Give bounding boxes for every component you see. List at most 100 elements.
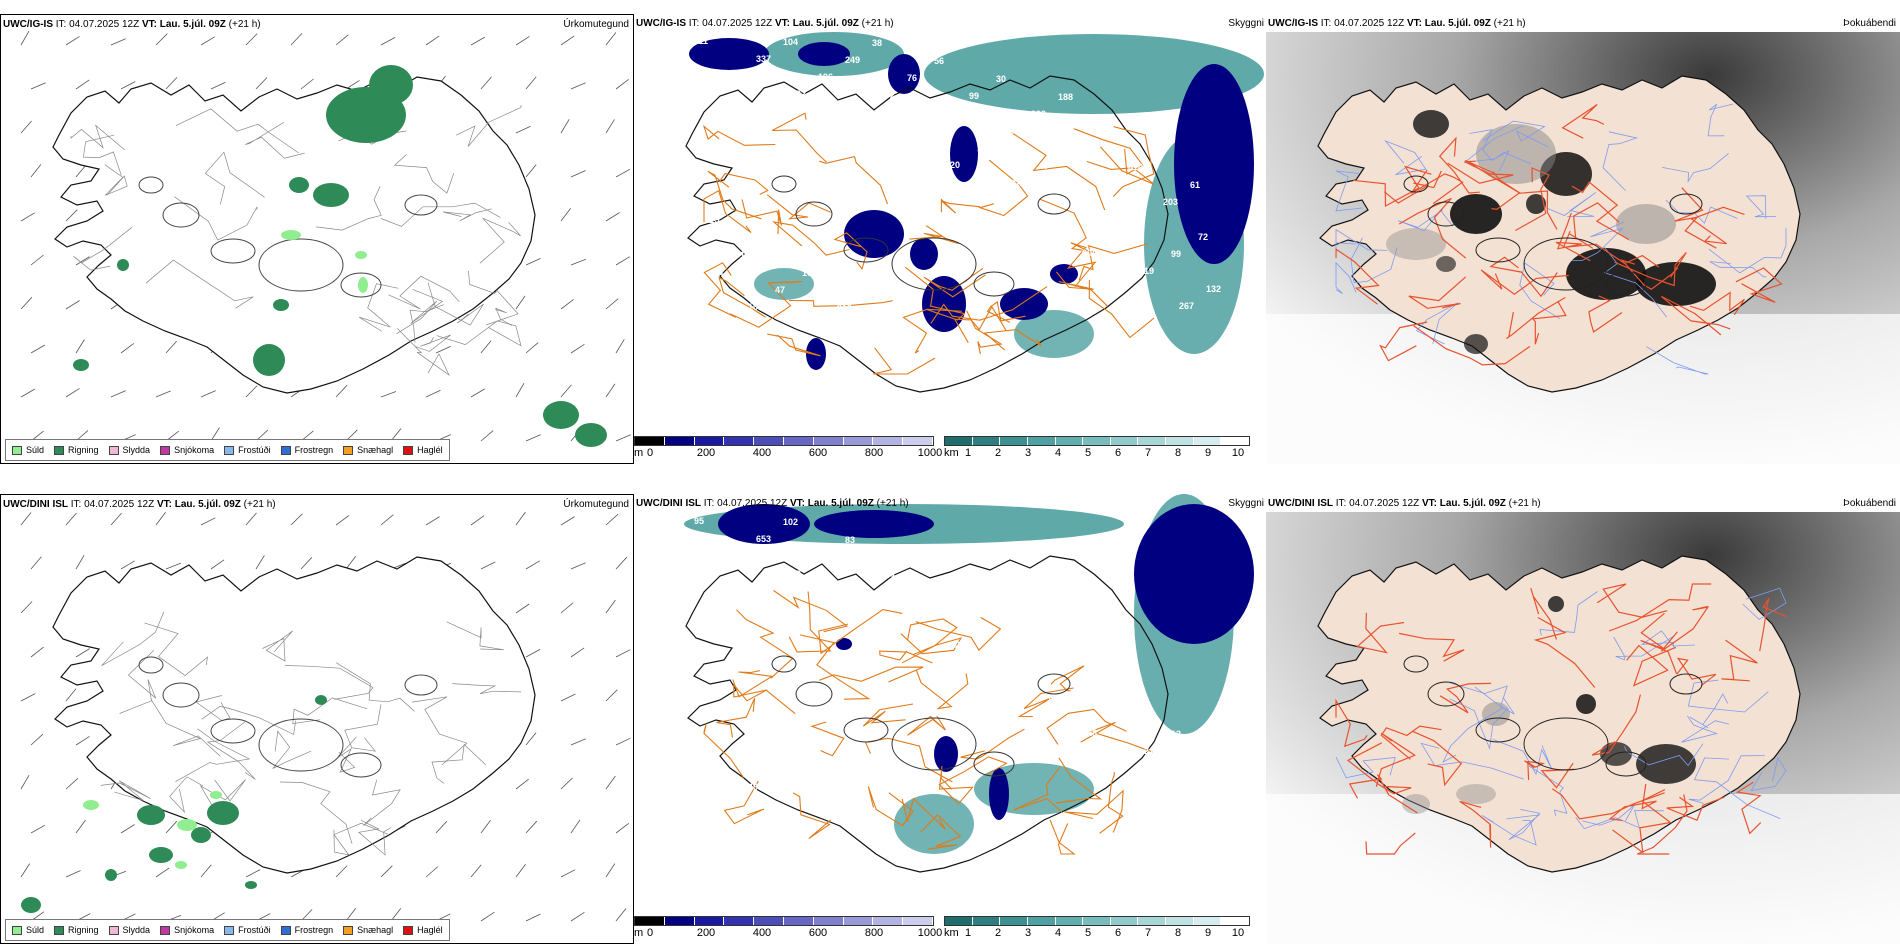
cloud-base-value: 115 <box>915 125 930 135</box>
fog-area <box>1413 110 1449 138</box>
title-vt-label: VT: <box>141 19 160 30</box>
road-line <box>195 695 231 721</box>
legend-item: Snæhagl <box>343 445 393 455</box>
cloud-base-value: 30 <box>996 74 1006 84</box>
fog-area <box>1616 204 1676 244</box>
wind-barb <box>110 512 122 526</box>
wind-barb <box>435 820 448 834</box>
legend-label: Snæhagl <box>357 925 394 935</box>
wind-barb <box>30 164 42 178</box>
cloud-base-value: 72 <box>1198 232 1208 242</box>
wind-barb <box>570 911 585 922</box>
title-model: UWC/IG-IS <box>3 19 53 30</box>
visibility-tick: 7 <box>1144 927 1152 939</box>
road-line <box>819 666 924 683</box>
cloud-base-value: 213 <box>1144 746 1159 756</box>
road-line <box>427 282 484 326</box>
legend-swatch <box>403 925 414 935</box>
road-line <box>1571 221 1625 262</box>
height-unit: m <box>634 447 644 459</box>
wind-barb <box>65 688 77 702</box>
wind-barb <box>245 869 261 878</box>
road-line <box>901 797 946 830</box>
cloud-base-area <box>689 38 769 70</box>
road-line <box>1335 248 1380 305</box>
legend-item: Haglél <box>403 925 443 935</box>
wind-barb <box>480 911 495 922</box>
road-line <box>1420 742 1524 780</box>
cloud-base-value: 92 <box>810 320 820 330</box>
rain-area <box>73 359 89 371</box>
wind-barb <box>65 209 78 222</box>
wind-barb <box>560 119 570 134</box>
cloud-base-value: 128 <box>1082 728 1097 738</box>
cloud-base-value: 272 <box>880 90 895 100</box>
road-line <box>1591 694 1641 756</box>
road-line <box>336 662 415 712</box>
road-line <box>1735 267 1783 303</box>
wind-barb <box>615 339 625 354</box>
wind-barb <box>20 863 31 878</box>
title-lead: (+21 h) <box>225 19 261 30</box>
title-it-label: IT: <box>53 19 70 30</box>
wind-barb <box>560 298 574 310</box>
wind-barb <box>515 125 531 134</box>
wind-barb <box>425 35 440 46</box>
road-line <box>1011 132 1106 211</box>
road-line <box>771 112 827 163</box>
title-vt-label: VT: <box>1406 18 1425 29</box>
cloud-base-value: 55 <box>1101 179 1111 189</box>
legend-swatch <box>224 445 235 455</box>
cloud-base-value: 132 <box>1206 284 1221 294</box>
road-line <box>901 618 958 664</box>
colorbar-swatch <box>783 917 814 925</box>
wind-barb <box>380 391 397 398</box>
title-model: UWC/DINI ISL <box>636 498 701 509</box>
glacier-outline <box>1523 717 1609 771</box>
cloud-base-value: 76 <box>907 73 917 83</box>
wind-barb <box>155 33 168 46</box>
wind-barb <box>75 339 85 354</box>
colorbar-swatch <box>873 917 904 925</box>
road-line <box>1515 167 1550 232</box>
road-line <box>1438 136 1480 194</box>
wind-barb <box>290 513 303 526</box>
wind-barb <box>75 164 87 178</box>
cloud-base-value: 61 <box>1190 180 1200 190</box>
road-line <box>1380 725 1442 760</box>
cloud-base-value: 47 <box>1039 161 1049 171</box>
title-vt-label: VT: <box>774 18 793 29</box>
road-line <box>907 715 946 736</box>
road-line <box>206 721 256 780</box>
glacier-outline <box>891 237 977 291</box>
wind-barb <box>525 820 538 834</box>
title-it-label: IT: <box>686 18 703 29</box>
cloud-base-value: 99 <box>791 569 801 579</box>
rain-area <box>575 423 607 447</box>
cloud-base-value: 337 <box>756 54 771 64</box>
rain-area <box>21 897 41 913</box>
cloud-base-value: 172 <box>721 799 736 809</box>
height-unit: m <box>634 927 644 939</box>
cloud-base-value: 249 <box>845 55 860 65</box>
title-vt-label: VT: <box>156 499 175 510</box>
cloud-base-value: 155 <box>1047 213 1062 223</box>
cloud-base-value: 12 <box>1171 729 1181 739</box>
glacier-outline <box>1037 673 1071 695</box>
road-line <box>1492 739 1552 776</box>
cloud-base-value: 108 <box>888 142 903 152</box>
panel-label: Þokuábendi <box>1843 18 1896 29</box>
fog-index-map <box>1266 32 1900 464</box>
cloud-base-value: 20 <box>950 160 960 170</box>
panel-precip-dini: Súld Rigning Slydda Snjókoma Frostúði Frostre… <box>0 494 634 944</box>
title-lead: (+21 h) <box>1490 18 1526 29</box>
road-line <box>1707 103 1734 137</box>
legend-swatch <box>54 445 65 455</box>
road-line <box>1066 242 1097 288</box>
rain-area <box>273 299 289 311</box>
wind-barb <box>30 733 44 746</box>
colorbar-swatch <box>1027 917 1056 925</box>
road-line <box>833 232 868 271</box>
legend-label: Frostregn <box>294 445 334 455</box>
visibility-tick: 2 <box>994 927 1002 939</box>
